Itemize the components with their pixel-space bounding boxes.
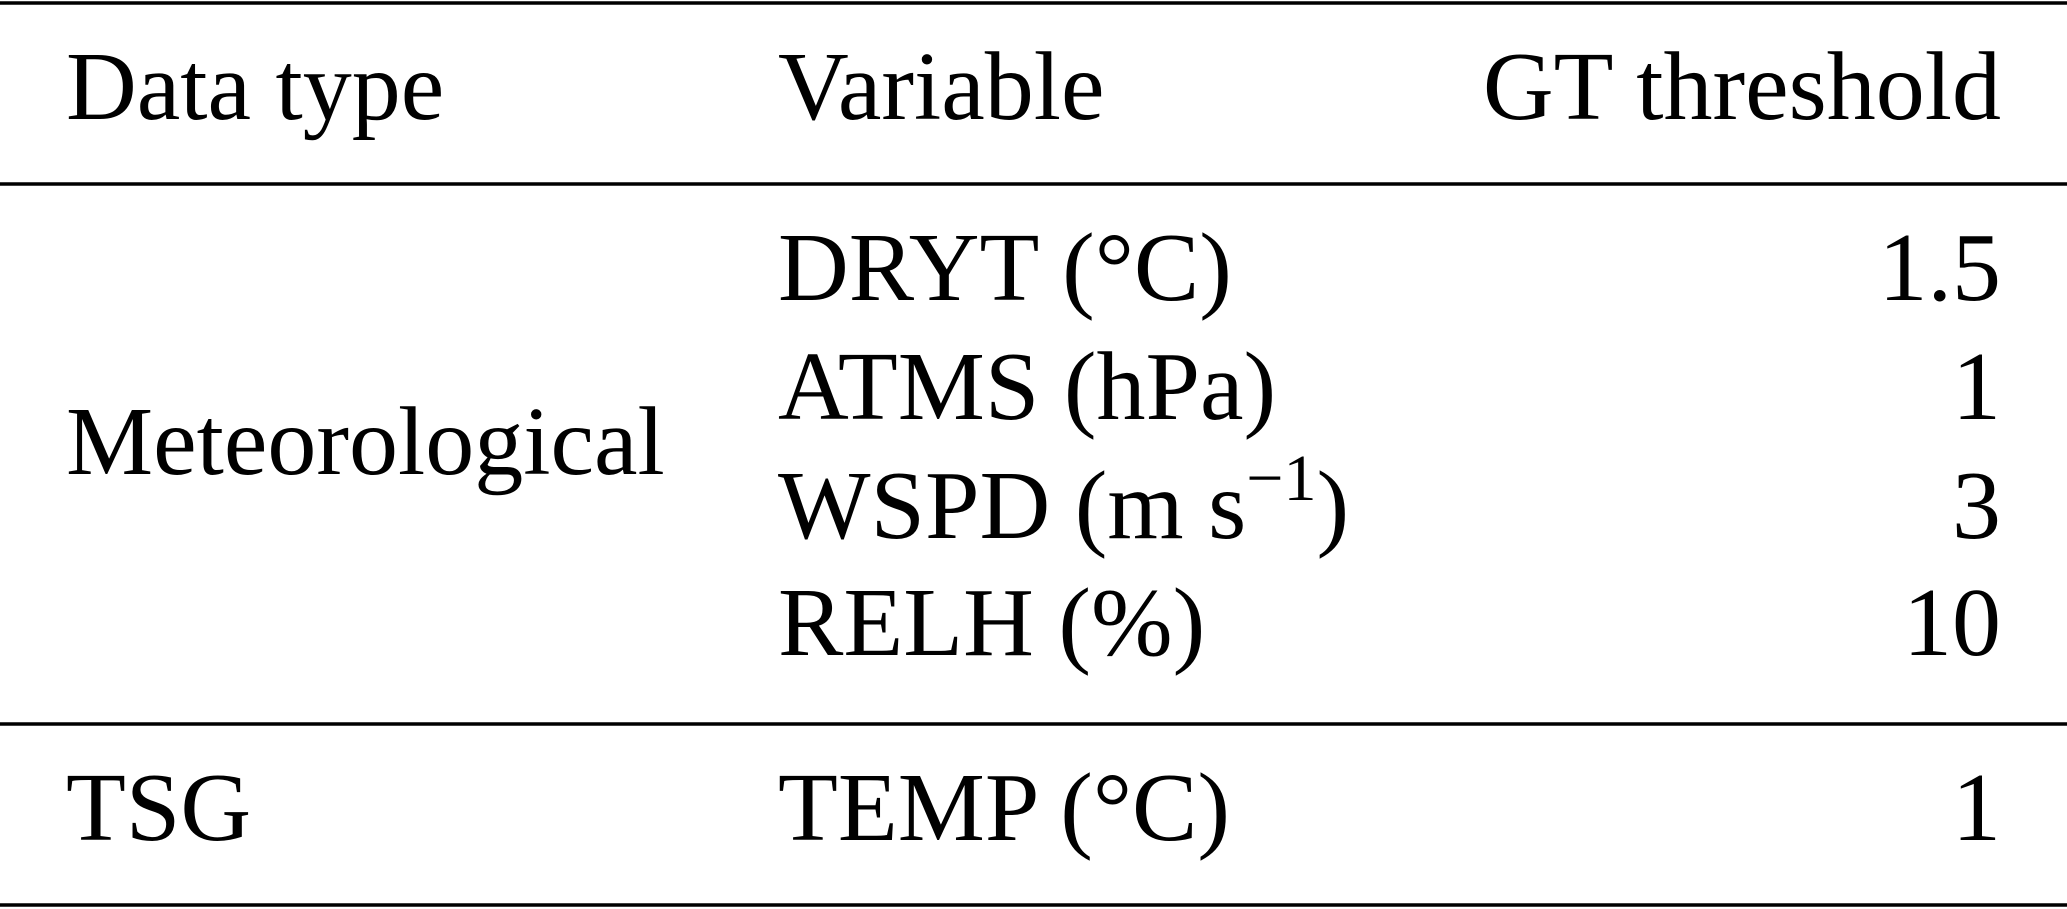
- threshold: 3: [1952, 452, 2001, 560]
- variable-superscript: −1: [1246, 442, 1316, 515]
- variable: WSPD (m s−1): [778, 442, 1349, 560]
- variable-text: ): [1317, 452, 1350, 560]
- header-cell: Data type: [66, 33, 444, 141]
- threshold: 1: [1952, 754, 2001, 862]
- variable: ATMS (hPa): [778, 333, 1276, 441]
- threshold: 1: [1952, 333, 2001, 441]
- data-type: Meteorological: [66, 388, 665, 496]
- threshold: 10: [1903, 569, 2001, 677]
- threshold: 1.5: [1879, 214, 2002, 322]
- variable-text: WSPD (m s: [778, 452, 1246, 560]
- variable: TEMP (°C): [778, 754, 1230, 862]
- header-cell: GT threshold: [1483, 33, 2001, 141]
- variable: RELH (%): [778, 569, 1205, 677]
- variable: DRYT (°C): [778, 214, 1232, 322]
- header-cell: Variable: [778, 33, 1105, 141]
- data-type: TSG: [66, 754, 251, 862]
